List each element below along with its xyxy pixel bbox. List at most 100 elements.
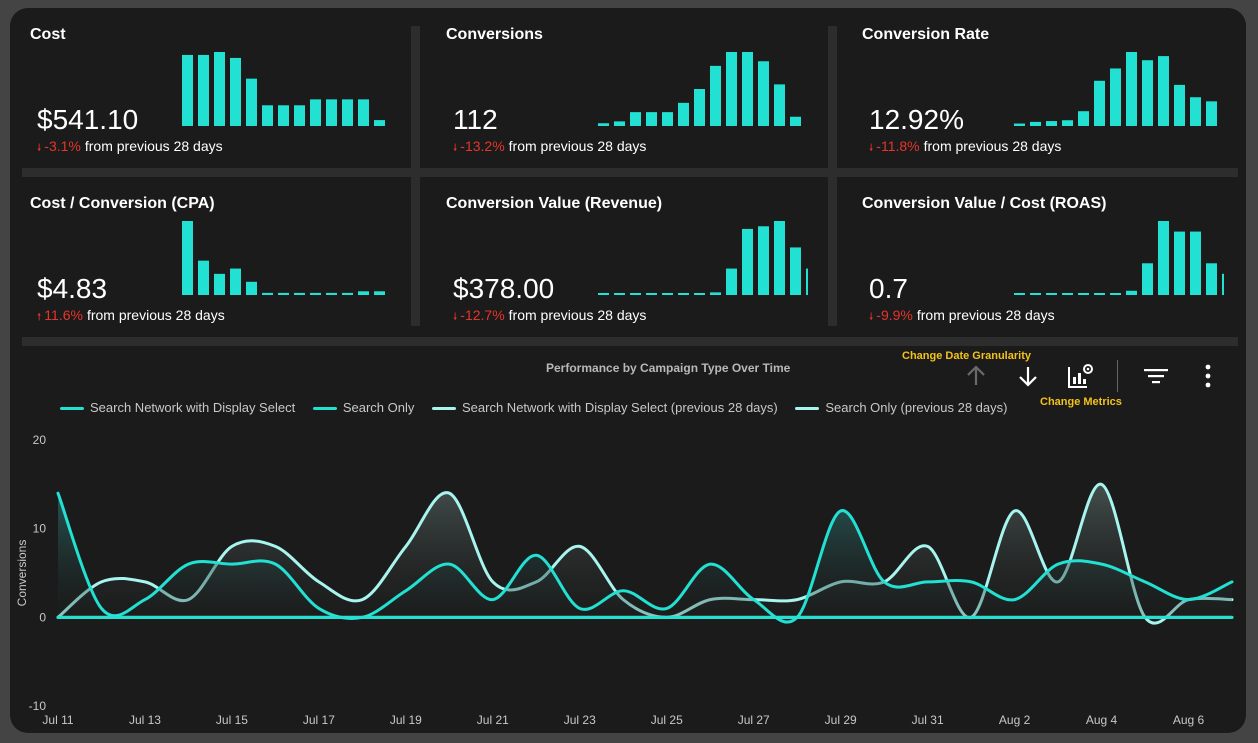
kpi-delta-percent: -12.7% bbox=[460, 307, 505, 323]
kpi-title: Conversions bbox=[446, 26, 543, 43]
sparkline-bar bbox=[198, 260, 209, 295]
legend-swatch bbox=[432, 407, 456, 411]
sparkline-bar bbox=[1174, 231, 1185, 295]
down-arrow-icon: 🠗 bbox=[869, 312, 874, 323]
divider bbox=[22, 168, 1238, 177]
sparkline-bar bbox=[726, 268, 737, 295]
kpi-value: 12.92% bbox=[869, 104, 964, 135]
sparkline-bar bbox=[790, 116, 801, 126]
down-arrow-icon: 🠗 bbox=[869, 143, 874, 154]
sparkline-bar bbox=[758, 226, 769, 295]
sparkline-bar bbox=[678, 293, 689, 295]
kpi-delta-percent: -13.2% bbox=[460, 138, 505, 154]
kpi-delta-suffix: from previous 28 days bbox=[508, 138, 647, 154]
sparkline-bar bbox=[1094, 80, 1105, 126]
kpi-title: Cost bbox=[30, 26, 66, 43]
legend-item[interactable]: Search Network with Display Select (prev… bbox=[432, 400, 778, 415]
legend-label: Search Network with Display Select (prev… bbox=[462, 400, 778, 415]
change-date-granularity-label: Change Date Granularity bbox=[902, 350, 1031, 362]
sparkline-bar bbox=[806, 268, 808, 295]
kpi-card-conversion-rate[interactable]: Conversion Rate 12.92% 🠗 -11.8% from previ… bbox=[854, 16, 1246, 176]
sparkline-bar bbox=[662, 293, 673, 295]
sparkline-bar bbox=[310, 99, 321, 126]
arrow-up-icon bbox=[967, 365, 985, 385]
y-axis-label: Conversions bbox=[15, 540, 29, 607]
legend-item[interactable]: Search Only bbox=[312, 400, 414, 415]
filter-button[interactable] bbox=[1140, 360, 1172, 392]
drill-up-button[interactable] bbox=[960, 360, 992, 392]
sparkline-bar bbox=[1174, 84, 1185, 126]
sparkline-bar bbox=[646, 293, 657, 295]
sparkline-bar bbox=[1190, 97, 1201, 126]
kpi-sparkline bbox=[598, 52, 801, 126]
sparkline-bar bbox=[614, 121, 625, 126]
drill-down-button[interactable] bbox=[1012, 360, 1044, 392]
kpi-title: Conversion Rate bbox=[862, 26, 990, 43]
sparkline-bar bbox=[294, 292, 305, 295]
sparkline-bar bbox=[310, 292, 321, 295]
x-tick-label: Aug 6 bbox=[1173, 713, 1205, 727]
sparkline-bar bbox=[1014, 293, 1025, 295]
kpi-delta-suffix: from previous 28 days bbox=[84, 138, 223, 154]
chart-settings-icon bbox=[1068, 364, 1093, 388]
sparkline-bar bbox=[598, 123, 609, 126]
kpi-sparkline bbox=[1014, 52, 1217, 126]
x-tick-label: Jul 19 bbox=[390, 713, 422, 727]
kpi-delta: 🠗 -9.9% from previous 28 days bbox=[869, 307, 1055, 327]
sparkline-bar bbox=[342, 292, 353, 295]
sparkline-bar bbox=[1126, 52, 1137, 126]
y-tick-label: 0 bbox=[39, 610, 46, 624]
sparkline-bar bbox=[1078, 293, 1089, 295]
sparkline-bar bbox=[1206, 263, 1217, 295]
kpi-delta-percent: -3.1% bbox=[44, 138, 81, 154]
x-tick-label: Aug 2 bbox=[999, 713, 1031, 727]
sparkline-bar bbox=[694, 293, 705, 295]
sparkline-bar bbox=[1014, 123, 1025, 126]
sparkline-bar bbox=[1222, 273, 1224, 295]
sparkline-bar bbox=[326, 292, 337, 295]
sparkline-bar bbox=[774, 221, 785, 295]
kpi-card-revenue[interactable]: Conversion Value (Revenue) $378.00 🠗 -12.… bbox=[438, 185, 838, 345]
sparkline-bar bbox=[326, 99, 337, 126]
series-line[interactable] bbox=[56, 491, 1234, 624]
sparkline-bar bbox=[1110, 293, 1121, 295]
kpi-delta-suffix: from previous 28 days bbox=[923, 138, 1062, 154]
x-tick-label: Aug 4 bbox=[1086, 713, 1118, 727]
sparkline-bar bbox=[358, 99, 369, 126]
sparkline-bar bbox=[262, 105, 273, 126]
down-arrow-icon: 🠗 bbox=[37, 143, 42, 154]
kpi-delta-suffix: from previous 28 days bbox=[508, 307, 647, 323]
more-options-button[interactable] bbox=[1192, 360, 1224, 392]
kpi-value: $378.00 bbox=[453, 273, 555, 304]
legend-item[interactable]: Search Only (previous 28 days) bbox=[795, 400, 1007, 415]
sparkline-bar bbox=[230, 57, 241, 126]
kpi-card-cost[interactable]: Cost $541.10 🠗 -3.1% from previous 28 days bbox=[22, 16, 422, 176]
legend-label: Search Network with Display Select bbox=[90, 400, 296, 415]
change-metrics-label: Change Metrics bbox=[1040, 396, 1122, 408]
x-tick-label: Jul 29 bbox=[825, 713, 857, 727]
kpi-card-roas[interactable]: Conversion Value / Cost (ROAS) 0.7 🠗 -9.9… bbox=[854, 185, 1246, 345]
kpi-value: $4.83 bbox=[37, 273, 108, 304]
sparkline-bar bbox=[678, 102, 689, 126]
kpi-sparkline bbox=[598, 221, 808, 295]
sparkline-bar bbox=[774, 84, 785, 126]
legend-label: Search Only (previous 28 days) bbox=[825, 400, 1008, 415]
sparkline-bar bbox=[1142, 60, 1153, 126]
kpi-card-conversions[interactable]: Conversions 112 🠗 -13.2% from previous 28 … bbox=[438, 16, 838, 176]
sparkline-bar bbox=[1142, 263, 1153, 295]
kpi-title: Conversion Value (Revenue) bbox=[446, 195, 663, 212]
sparkline-bar bbox=[630, 293, 641, 295]
sparkline-bar bbox=[1110, 68, 1121, 126]
kpi-delta: 🠗 -12.7% from previous 28 days bbox=[453, 307, 646, 327]
down-arrow-icon: 🠗 bbox=[453, 143, 458, 154]
sparkline-bar bbox=[358, 291, 369, 295]
sparkline-bar bbox=[1046, 293, 1057, 295]
line-chart: 20 10 0 -10 Conversions Jul 11 Jul 13 Jul 15 Jul… bbox=[15, 433, 1234, 727]
kpi-card-cpa[interactable]: Cost / Conversion (CPA) $4.83 🠕 11.6% from… bbox=[22, 185, 422, 345]
legend-item[interactable]: Search Network with Display Select bbox=[60, 400, 295, 415]
x-tick-label: Jul 17 bbox=[303, 713, 335, 727]
kpi-value: 112 bbox=[453, 104, 498, 135]
sparkline-bar bbox=[278, 292, 289, 295]
sparkline-bar bbox=[694, 89, 705, 126]
change-metrics-button[interactable] bbox=[1064, 360, 1096, 392]
